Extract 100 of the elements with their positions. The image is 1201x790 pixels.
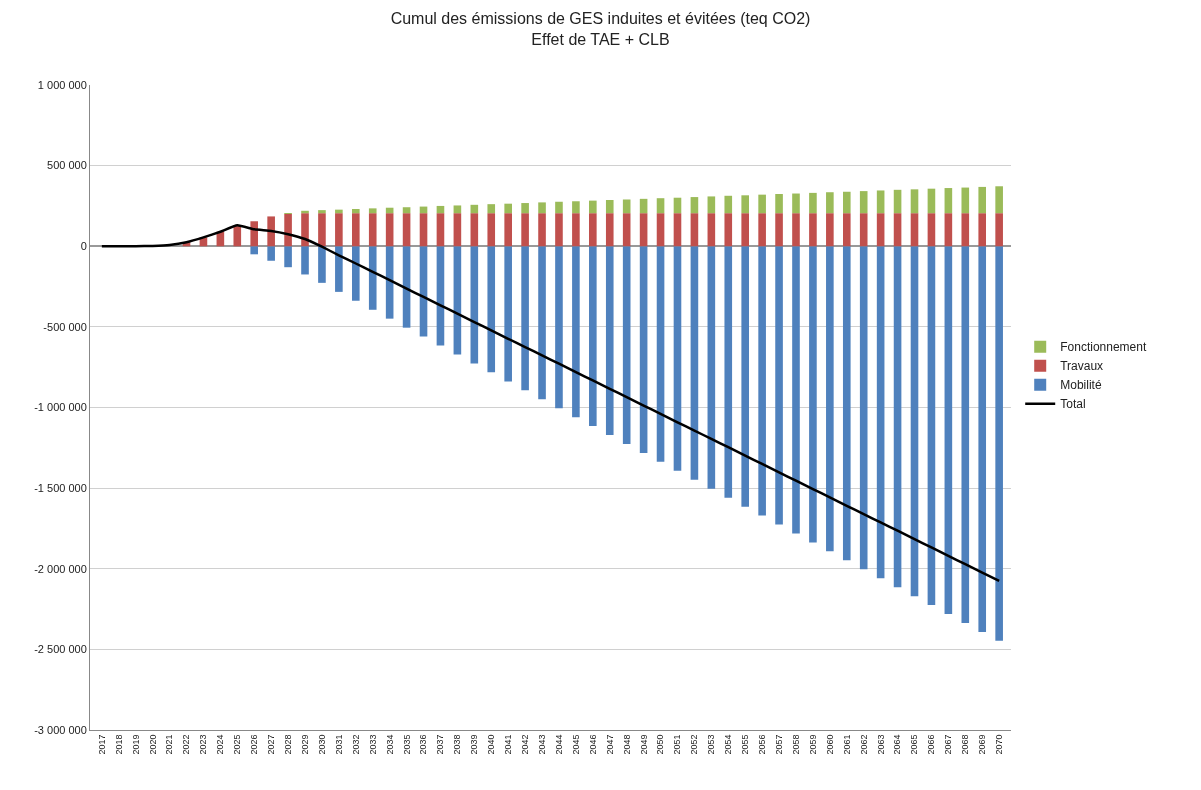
- legend-label: Mobilité: [1060, 378, 1102, 393]
- bar: [859, 213, 868, 247]
- bar: [775, 194, 783, 214]
- bar: [402, 246, 411, 328]
- bar: [809, 213, 817, 247]
- x-tick-label: 2049: [638, 734, 649, 755]
- bar: [690, 213, 699, 247]
- x-tick-label: 2043: [536, 734, 547, 755]
- bar: [741, 213, 750, 247]
- x-tick-label: 2069: [977, 734, 988, 755]
- bar: [351, 246, 360, 301]
- bar: [555, 246, 563, 409]
- bar: [961, 213, 970, 247]
- y-tick-label: -500 000: [43, 320, 87, 333]
- bar: [538, 246, 546, 400]
- x-tick-label: 2060: [824, 734, 835, 755]
- bar: [707, 246, 716, 489]
- x-tick-label: 2070: [994, 734, 1005, 755]
- bar: [995, 246, 1003, 641]
- bar: [284, 214, 292, 247]
- bar: [521, 203, 529, 214]
- x-tick-label: 2023: [198, 734, 209, 755]
- x-tick-label: 2058: [790, 734, 801, 755]
- x-tick-label: 2053: [706, 734, 717, 755]
- bar: [944, 246, 953, 615]
- y-tick-label: -2 000 000: [34, 562, 87, 575]
- x-tick-label: 2061: [841, 734, 852, 755]
- bar: [775, 213, 783, 247]
- bar: [978, 246, 987, 632]
- x-tick-label: 2040: [486, 734, 497, 755]
- bar: [419, 246, 428, 337]
- x-tick-label: 2046: [587, 734, 598, 755]
- y-tick-label: -1 500 000: [34, 481, 87, 494]
- x-tick-label: 2065: [909, 734, 920, 755]
- x-tick-label: 2064: [892, 734, 903, 755]
- bar: [792, 246, 800, 534]
- bar: [656, 246, 665, 462]
- bar: [487, 204, 496, 214]
- bar: [351, 209, 360, 214]
- x-tick-label: 2044: [553, 734, 564, 755]
- bar: [741, 246, 750, 507]
- bar: [504, 213, 512, 247]
- x-tick-label: 2039: [469, 734, 480, 755]
- bar: [605, 199, 614, 214]
- x-tick-label: 2055: [740, 734, 751, 755]
- bar: [605, 213, 614, 247]
- bar: [978, 186, 987, 214]
- bar: [707, 213, 716, 247]
- bar: [690, 246, 699, 480]
- bar: [538, 202, 546, 214]
- bar: [758, 246, 766, 516]
- x-tick-label: 2034: [384, 734, 395, 755]
- x-tick-label: 2024: [215, 734, 226, 755]
- bar: [792, 193, 800, 214]
- bar: [978, 213, 987, 247]
- legend-label: Total: [1060, 397, 1086, 412]
- bar: [335, 246, 343, 292]
- bar: [318, 213, 326, 247]
- x-tick-label: 2052: [689, 734, 700, 755]
- bar: [402, 213, 411, 247]
- x-tick-label: 2048: [621, 734, 632, 755]
- x-tick-label: 2035: [401, 734, 412, 755]
- x-tick-label: 2017: [96, 734, 107, 755]
- bar: [538, 213, 546, 247]
- bar: [605, 246, 614, 436]
- bar: [250, 246, 259, 255]
- bar: [622, 246, 631, 444]
- x-tick-label: 2020: [147, 734, 158, 755]
- bar: [842, 246, 851, 561]
- bar: [724, 246, 733, 498]
- bar: [876, 190, 885, 214]
- bar: [504, 246, 512, 382]
- y-tick-label: -1 000 000: [34, 401, 87, 414]
- bar: [809, 192, 817, 214]
- bar: [589, 213, 597, 247]
- bar: [826, 192, 834, 214]
- bar: [910, 246, 919, 597]
- bar: [690, 197, 699, 214]
- bar: [521, 213, 529, 247]
- bar: [656, 198, 665, 214]
- x-tick-label: 2037: [435, 734, 446, 755]
- bar: [453, 213, 462, 247]
- bar: [673, 246, 682, 471]
- bar: [453, 205, 462, 214]
- bar: [267, 216, 275, 247]
- x-tick-label: 2066: [926, 734, 937, 755]
- bar: [859, 191, 868, 214]
- bar: [639, 198, 648, 214]
- x-tick-label: 2027: [266, 734, 277, 755]
- bar: [436, 213, 445, 247]
- bar: [284, 246, 292, 268]
- bar: [639, 246, 648, 453]
- bar: [724, 195, 733, 214]
- bar: [385, 213, 394, 247]
- bar: [572, 201, 580, 214]
- bar: [656, 213, 665, 247]
- bar: [402, 207, 411, 214]
- bar: [436, 246, 445, 346]
- x-tick-label: 2047: [604, 734, 615, 755]
- bar: [893, 213, 902, 247]
